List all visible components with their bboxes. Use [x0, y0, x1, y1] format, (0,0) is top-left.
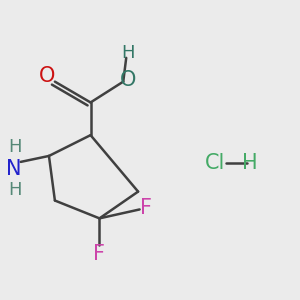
Text: O: O [119, 70, 136, 90]
Text: H: H [8, 138, 22, 156]
Text: Cl: Cl [205, 153, 226, 173]
Text: N: N [6, 159, 22, 179]
Text: H: H [242, 153, 257, 173]
Text: F: F [94, 244, 106, 264]
Text: H: H [8, 181, 22, 199]
Text: F: F [140, 198, 152, 218]
Text: O: O [39, 66, 56, 86]
Text: H: H [121, 44, 134, 62]
